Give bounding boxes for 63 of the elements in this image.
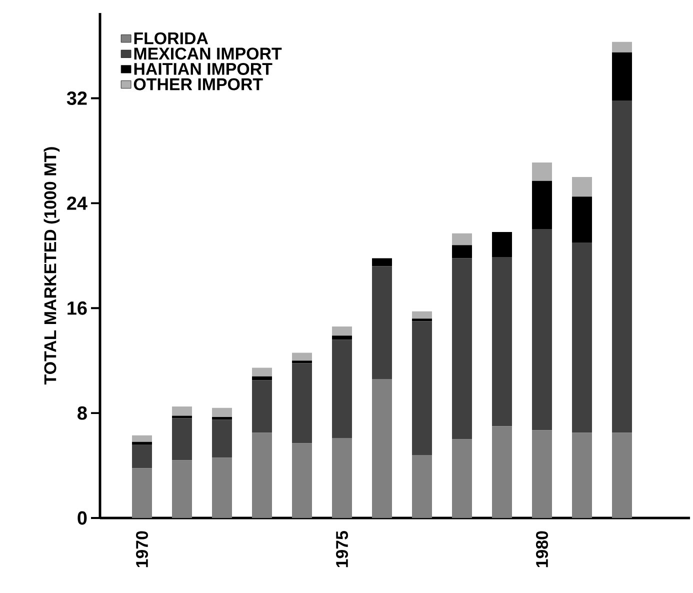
legend-label: MEXICAN IMPORT bbox=[134, 48, 282, 60]
legend-label: FLORIDA bbox=[134, 32, 208, 44]
y-axis-title: TOTAL MARKETED (1000 MT) bbox=[44, 147, 60, 384]
bar bbox=[492, 426, 512, 518]
y-tick-label: 16 bbox=[68, 301, 87, 315]
bar bbox=[452, 439, 472, 518]
bar bbox=[612, 42, 632, 52]
bar bbox=[252, 376, 272, 380]
bar bbox=[252, 368, 272, 376]
x-tick-label: 1975 bbox=[336, 530, 348, 568]
y-tick-label: 24 bbox=[67, 196, 88, 210]
bar bbox=[172, 416, 192, 418]
bar bbox=[132, 444, 152, 468]
bar bbox=[132, 442, 152, 445]
bar bbox=[572, 196, 592, 243]
bar bbox=[132, 435, 152, 442]
bar bbox=[532, 162, 552, 181]
bar bbox=[532, 430, 552, 518]
bar bbox=[532, 180, 552, 230]
bar bbox=[612, 432, 632, 518]
bar bbox=[332, 336, 352, 340]
bar bbox=[292, 363, 312, 444]
bar bbox=[172, 406, 192, 416]
bar bbox=[412, 455, 432, 518]
bar bbox=[492, 232, 512, 257]
bar bbox=[492, 256, 512, 426]
y-tick-label: 8 bbox=[78, 406, 87, 420]
bar bbox=[332, 326, 352, 336]
bar bbox=[572, 176, 592, 197]
bar bbox=[172, 418, 192, 460]
x-tick-label: 1980 bbox=[536, 531, 548, 568]
bar bbox=[212, 416, 232, 420]
bar bbox=[252, 432, 272, 518]
bar bbox=[372, 266, 392, 379]
bar bbox=[452, 233, 472, 246]
bar bbox=[332, 340, 352, 438]
y-tick-label: 32 bbox=[66, 92, 87, 105]
bar bbox=[452, 258, 472, 440]
bar bbox=[372, 258, 392, 266]
bar bbox=[132, 468, 152, 518]
bar bbox=[612, 52, 632, 101]
bar bbox=[412, 318, 432, 322]
bar bbox=[292, 352, 312, 361]
bar bbox=[532, 229, 552, 430]
bar bbox=[412, 321, 432, 456]
bar bbox=[292, 443, 312, 518]
x-tick-label: 1970 bbox=[136, 531, 148, 568]
bar bbox=[252, 380, 272, 433]
y-tick-label: 0 bbox=[78, 511, 87, 525]
legend-label: OTHER IMPORT bbox=[134, 78, 263, 90]
bar bbox=[172, 460, 192, 518]
bar bbox=[332, 438, 352, 518]
bar bbox=[572, 432, 592, 518]
legend-label: HAITIAN IMPORT bbox=[134, 62, 272, 75]
bar bbox=[212, 408, 232, 417]
bar bbox=[412, 311, 432, 319]
bar bbox=[612, 100, 632, 433]
bar bbox=[572, 242, 592, 433]
bar bbox=[292, 360, 312, 364]
bar bbox=[452, 245, 472, 258]
bar bbox=[212, 458, 232, 518]
bar bbox=[372, 378, 392, 518]
bar bbox=[212, 420, 232, 458]
